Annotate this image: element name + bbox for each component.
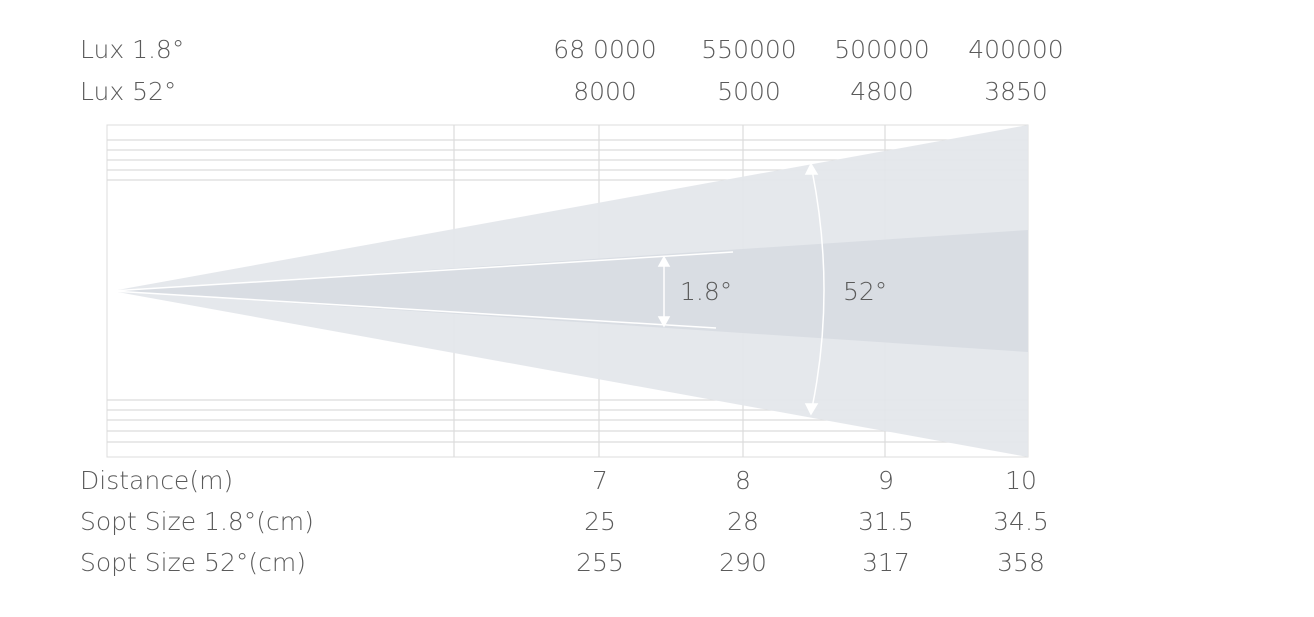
cell-value: 400000 [968,35,1063,64]
cell-value: 500000 [834,35,929,64]
cell-value: 25 [584,507,616,536]
cell-value: 8000 [573,77,637,106]
cell-value: 5000 [717,77,781,106]
row-label: Sopt Size 1.8°(cm) [80,507,314,536]
cell-value: 28 [727,507,759,536]
wide-angle-label: 52° [843,277,887,306]
row-label: Distance(m) [80,466,233,495]
cell-value: 550000 [701,35,796,64]
cell-value: 10 [1005,466,1037,495]
cell-value: 9 [878,466,894,495]
row-label: Lux 52° [80,77,176,106]
cell-value: 34.5 [993,507,1049,536]
beam-diagram: 1.8° 52° [106,124,1029,458]
cell-value: 68 0000 [553,35,656,64]
cell-value: 7 [592,466,608,495]
cell-value: 358 [997,548,1045,577]
cell-value: 8 [735,466,751,495]
cell-value: 31.5 [858,507,914,536]
data-rows: Lux 1.8° 68 0000 550000 500000 400000 Lux 52°… [80,35,1064,577]
narrow-edge [111,290,717,329]
narrow-edge [111,251,734,292]
narrow-beam [112,230,1028,352]
row-label: Lux 1.8° [80,35,184,64]
angle-arrows [657,162,825,416]
row-label: Sopt Size 52°(cm) [80,548,306,577]
cell-value: 255 [576,548,624,577]
cell-value: 4800 [850,77,914,106]
narrow-angle-label: 1.8° [680,277,732,306]
cell-value: 290 [719,548,767,577]
cell-value: 3850 [984,77,1048,106]
cell-value: 317 [862,548,910,577]
